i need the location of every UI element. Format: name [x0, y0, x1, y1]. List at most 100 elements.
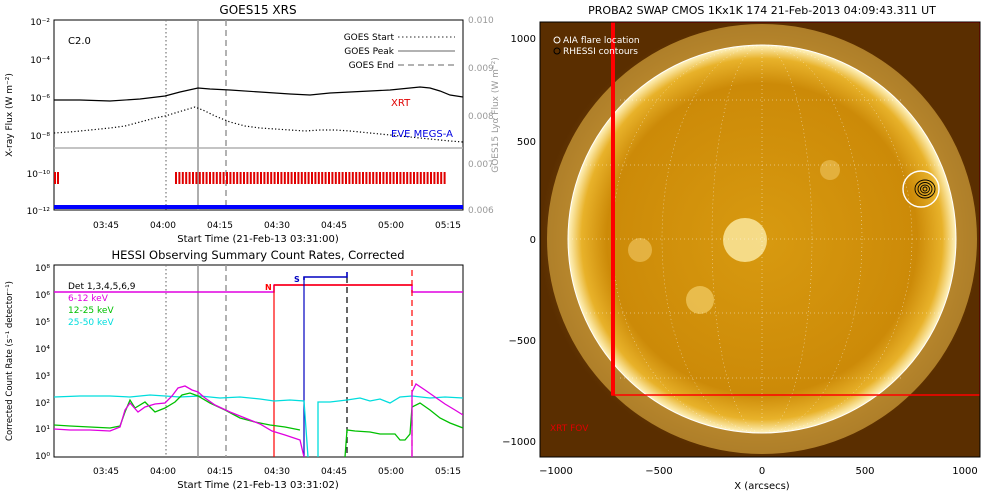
xrt-coverage-tick: [266, 172, 269, 184]
aia-flare-location-marker: [902, 170, 940, 208]
swap-xlabel: X (arcsecs): [734, 481, 790, 492]
hessi-ylabel: Corrected Count Rate (s⁻¹ detector⁻¹): [5, 281, 15, 441]
hessi-xtick: 04:15: [207, 467, 233, 477]
xrt-coverage-tick: [423, 172, 426, 184]
xrt-coverage-tick: [215, 172, 218, 184]
goes-y2tick: 0.010: [468, 16, 494, 26]
rhessi-contour: [914, 179, 936, 199]
goes-xtick: 04:45: [321, 221, 347, 231]
hessi-xtick: 04:45: [321, 467, 347, 477]
swap-limb-circle: [567, 44, 957, 434]
xrt-coverage-tick: [202, 172, 205, 184]
xrt-coverage-tick: [222, 172, 225, 184]
goes-eve-label: EVE MEGS-A: [391, 129, 453, 140]
hessi-ytick: 10³: [35, 372, 50, 382]
swap-ytick: −1000: [502, 437, 536, 448]
goes-legend-start: GOES Start: [344, 33, 395, 43]
goes-ylabel: X-ray Flux (W m⁻²): [5, 73, 15, 157]
swap-legend: AIA flare location RHESSI contours: [553, 36, 640, 57]
swap-xtick: −1000: [539, 466, 573, 477]
xrt-coverage-tick: [273, 172, 276, 184]
goes-y-ticks: 10⁻² 10⁻⁴ 10⁻⁶ 10⁻⁸ 10⁻¹⁰ 10⁻¹²: [27, 18, 51, 217]
xrt-coverage-tick: [304, 172, 307, 184]
xrt-coverage-tick: [328, 172, 330, 184]
hessi-y-ticks: 10⁸ 10⁶ 10⁵ 10⁴ 10³ 10² 10¹ 10⁰: [35, 264, 50, 462]
goes-panel: GOES15 XRS 10⁻² 10⁻⁴ 10⁻⁶ 10⁻⁸ 10⁻¹⁰ 10⁻…: [5, 3, 501, 245]
xrt-coverage-tick: [246, 172, 249, 184]
xrt-coverage-tick: [365, 172, 368, 184]
goes-ytick: 10⁻⁴: [30, 56, 50, 66]
xrt-coverage-tick: [226, 172, 228, 184]
hessi-x-ticks: 03:45 04:00 04:15 04:30 04:45 05:00 05:1…: [93, 467, 461, 477]
swap-xtick: 500: [855, 466, 874, 477]
xrt-coverage-tick: [389, 172, 392, 184]
xrt-coverage-tick: [57, 172, 59, 184]
xrt-coverage-tick: [382, 172, 385, 184]
xrt-coverage-tick: [277, 172, 279, 184]
xrt-coverage-tick: [338, 172, 341, 184]
swap-xtick: −500: [645, 466, 672, 477]
swap-legend-aia: AIA flare location: [563, 36, 640, 46]
xrt-coverage-tick: [256, 172, 259, 184]
swap-ytick: 0: [530, 235, 536, 246]
hessi-ytick: 10⁵: [35, 318, 50, 328]
goes-long-channel-line: [54, 86, 463, 102]
xrt-coverage-tick: [355, 172, 358, 184]
xrt-coverage-tick: [253, 172, 256, 184]
goes-legend-peak: GOES Peak: [344, 47, 394, 57]
hessi-xtick: 05:15: [435, 467, 461, 477]
swap-ytick: −500: [509, 336, 536, 347]
xrt-coverage-tick: [372, 172, 375, 184]
goes-xtick: 03:45: [93, 221, 119, 231]
xrt-coverage-tick: [311, 172, 313, 184]
goes-title: GOES15 XRS: [219, 3, 296, 17]
hessi-xlabel: Start Time (21-Feb-13 03:31:02): [177, 480, 339, 491]
xrt-coverage-tick: [419, 172, 422, 184]
swap-active-region-south: [686, 286, 714, 314]
hessi-title: HESSI Observing Summary Count Rates, Cor…: [111, 248, 404, 262]
xrt-coverage-tick: [426, 172, 429, 184]
hessi-xtick: 04:00: [150, 467, 176, 477]
swap-xtick: 1000: [952, 466, 977, 477]
xrt-coverage-tick: [185, 172, 188, 184]
swap-legend-rhessi: RHESSI contours: [563, 47, 638, 57]
xrt-coverage-tick: [314, 172, 317, 184]
hessi-ytick: 10²: [35, 399, 50, 409]
goes-ytick: 10⁻⁶: [30, 94, 50, 104]
goes-short-channel-line: [54, 106, 463, 143]
xrt-coverage-tick: [321, 172, 324, 184]
swap-active-region-north: [820, 160, 840, 180]
xrt-coverage-tick: [287, 172, 290, 184]
xrt-coverage-tick: [178, 172, 181, 184]
swap-legend-aia-symbol: [553, 36, 561, 44]
xrt-fov-label: XRT FOV: [550, 424, 589, 434]
hessi-xtick: 03:45: [93, 467, 119, 477]
xrt-coverage-tick: [348, 172, 351, 184]
rhessi-contours: [914, 179, 936, 199]
goes-ytick: 10⁻⁸: [30, 132, 50, 142]
goes-xrt-coverage-bars: [54, 172, 446, 184]
xrt-coverage-tick: [205, 172, 208, 184]
xrt-coverage-tick: [368, 172, 371, 184]
xrt-coverage-tick: [195, 172, 198, 184]
swap-ytick: 500: [517, 137, 536, 148]
hessi-night-marker: N: [265, 283, 272, 292]
xrt-coverage-tick: [219, 172, 222, 184]
xrt-coverage-tick: [324, 172, 327, 184]
xrt-coverage-tick: [188, 172, 191, 184]
goes-ytick: 10⁻¹⁰: [27, 170, 51, 180]
goes-plot-frame: [53, 19, 464, 211]
xrt-coverage-tick: [433, 172, 436, 184]
hessi-ytick: 10⁸: [35, 264, 50, 274]
hessi-saa-marker: S: [294, 275, 300, 284]
xrt-coverage-tick: [300, 172, 303, 184]
xrt-coverage-tick: [243, 172, 245, 184]
xrt-coverage-tick: [283, 172, 286, 184]
xrt-coverage-tick: [209, 172, 211, 184]
xrt-coverage-tick: [379, 172, 381, 184]
xrt-coverage-tick: [358, 172, 361, 184]
goes-xtick: 05:15: [435, 221, 461, 231]
swap-y-ticks: 1000 500 0 −500 −1000: [502, 34, 536, 448]
hessi-plot-frame: [53, 264, 464, 458]
